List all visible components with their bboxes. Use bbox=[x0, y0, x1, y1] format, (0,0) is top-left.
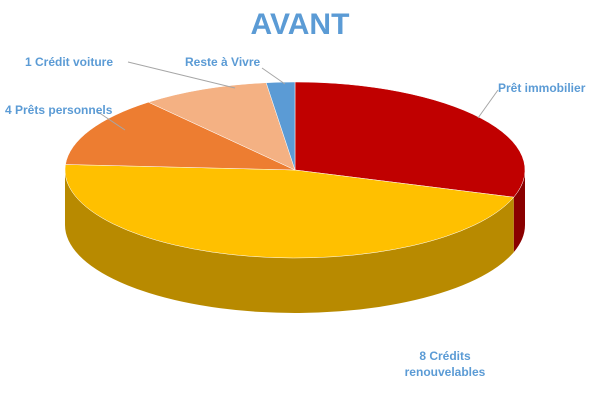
slice-label: 8 Crédits renouvelables bbox=[404, 349, 486, 379]
slice-side bbox=[65, 170, 514, 313]
slice bbox=[265, 81, 296, 171]
leader-line bbox=[97, 111, 126, 131]
slice bbox=[294, 81, 526, 198]
chart-title: AVANT bbox=[250, 8, 350, 41]
slice bbox=[65, 101, 296, 171]
slice bbox=[147, 82, 296, 171]
slice-label: 4 Prêts personnels bbox=[5, 103, 113, 117]
slice bbox=[64, 164, 515, 259]
slice-label: 1 Crédit voiture bbox=[25, 55, 114, 69]
slice-label: Prêt immobilier bbox=[498, 81, 586, 95]
slice-side bbox=[513, 170, 525, 253]
leader-line bbox=[477, 89, 499, 119]
leader-line bbox=[127, 61, 236, 89]
leader-line bbox=[261, 67, 286, 85]
slice-label: Reste à Vivre bbox=[185, 55, 261, 69]
